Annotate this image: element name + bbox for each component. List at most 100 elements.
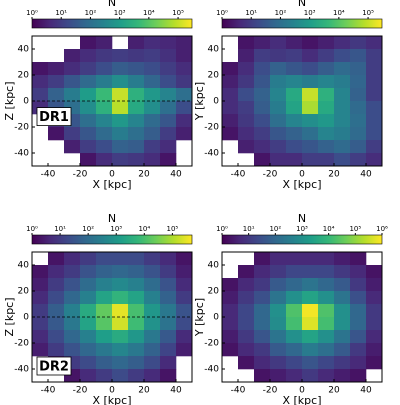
heatmap-cell [144,62,161,76]
heatmap-cell [318,252,335,266]
heatmap-cell [270,317,287,331]
heatmap-cell [176,343,193,357]
heatmap-cell [144,356,161,370]
heatmap-cell [176,101,193,115]
heatmap-cell [238,36,255,50]
heatmap-cell [254,265,271,279]
heatmap-cell [128,140,145,154]
heatmap-cell [176,49,193,63]
heatmap-cell [366,36,383,50]
heatmap-cell [222,343,239,357]
heatmap-cell [96,252,113,266]
heatmap-cell [128,317,145,331]
heatmap-cell [238,140,255,154]
heatmap-cell [350,330,367,344]
x-axis-label: X [kpc] [282,178,321,191]
heatmap-cell [318,101,335,115]
heatmap-cell [334,304,351,318]
heatmap-cell [222,62,239,76]
heatmap-cell [350,291,367,305]
heatmap-cell [222,75,239,89]
y-axis-label: Y [kpc] [193,82,206,121]
heatmap-cell [350,252,367,266]
heatmap-cell [222,304,239,318]
heatmap-cell [48,304,65,318]
heatmap-cell [32,317,49,331]
heatmap-cell [128,291,145,305]
heatmap-cell [302,278,319,292]
heatmap-cell [160,291,177,305]
heatmap-cell [286,265,303,279]
annotation-box [36,356,72,376]
heatmap-cell [334,343,351,357]
heatmap-cell [270,153,287,167]
heatmap-cell [350,49,367,63]
heatmap-cell [144,369,161,383]
heatmap-cell [128,49,145,63]
heatmap-cell [366,114,383,128]
colorbar-tick-label: 10¹ [55,9,67,17]
heatmap-cell [64,317,81,331]
heatmap-cell [144,75,161,89]
x-tick-label: 0 [109,386,115,396]
x-tick-label: 40 [170,170,182,180]
heatmap-cell [350,140,367,154]
heatmap-cell [350,36,367,50]
heatmap-cell [96,36,113,50]
heatmap-cell [254,114,271,128]
heatmap-cell [160,278,177,292]
heatmap-cell [366,49,383,63]
heatmap-cell [318,62,335,76]
heatmap-cell [302,252,319,266]
heatmap-cell [160,369,177,383]
heatmap-cell [318,127,335,141]
heatmap-cell [160,153,177,167]
heatmap-cell [96,114,113,128]
heatmap-cell [80,62,97,76]
heatmap-cell [254,330,271,344]
heatmap-cell [160,127,177,141]
heatmap-cell [366,88,383,102]
heatmap-cell [96,291,113,305]
heatmap-cell [286,343,303,357]
heatmap-cell [96,127,113,141]
colorbar-tick-label: 10⁵ [349,225,361,233]
heatmap-cell [318,317,335,331]
heatmap-cell [96,49,113,63]
heatmap-cell [112,265,129,279]
heatmap-cell [334,127,351,141]
heatmap-cell [318,304,335,318]
heatmap-cell [64,62,81,76]
heatmap-cell [366,101,383,115]
heatmap-cell [302,101,319,115]
heatmap-cell [96,343,113,357]
heatmap-cell [128,330,145,344]
x-tick-label: 40 [360,386,372,396]
heatmap-cell [366,153,383,167]
colorbar-tick-label: 10⁴ [143,9,155,17]
colorbar-tick-label: 10² [82,225,94,233]
heatmap-cell [302,330,319,344]
heatmap-cell [144,101,161,115]
heatmap-cell [302,114,319,128]
heatmap-cell [48,62,65,76]
heatmap-cell [32,330,49,344]
heatmap-cell [254,252,271,266]
heatmap-cell [222,101,239,115]
y-tick-label: 20 [18,71,30,81]
heatmap-cell [160,252,177,266]
heatmap-cell [128,36,145,50]
heatmap-cell [270,252,287,266]
x-tick-label: 20 [328,170,340,180]
heatmap-cell [286,88,303,102]
x-tick-label: 40 [360,170,372,180]
heatmap-cell [286,101,303,115]
heatmap-cell [128,114,145,128]
heatmap-cell [80,101,97,115]
y-tick-label: 40 [18,261,30,271]
colorbar-label: N [108,212,116,225]
y-tick-label: 0 [23,97,29,107]
heatmap-cell [32,304,49,318]
heatmap-cell [32,62,49,76]
heatmap-cell [286,36,303,50]
